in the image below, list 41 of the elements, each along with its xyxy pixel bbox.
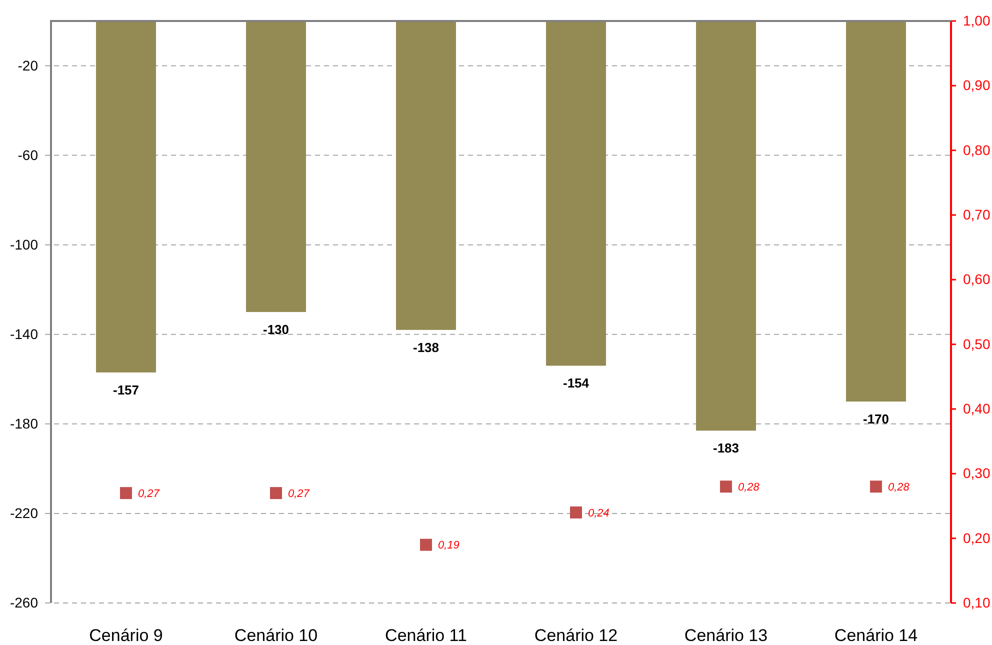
data-label: -130 — [262, 322, 290, 337]
data-label: 0,27 — [138, 488, 160, 500]
point — [570, 506, 582, 518]
y2-tick-label: 1,00 — [963, 12, 990, 28]
y2-tick-label: 0,70 — [963, 206, 990, 222]
x-tick-label: Cenário 10 — [234, 626, 318, 645]
y-tick-label: -140 — [10, 326, 38, 342]
point — [120, 487, 132, 500]
data-label: -154 — [562, 376, 590, 391]
y2-tick-label: 0,20 — [963, 530, 990, 546]
y2-tick-label: 0,90 — [963, 77, 990, 94]
data-label: -170 — [862, 412, 890, 427]
y2-tick-label: 0,60 — [963, 271, 990, 288]
data-label: 0,28 — [738, 481, 760, 494]
y2-tick-label: 0,80 — [963, 142, 990, 158]
point — [420, 538, 432, 551]
x-tick-label: Cenário 14 — [834, 626, 918, 645]
y-tick-label: -180 — [10, 415, 38, 432]
y2-tick-label: 0,30 — [963, 465, 990, 482]
x-tick-label: Cenário 12 — [534, 626, 618, 645]
data-label: -138 — [412, 340, 440, 355]
data-label: 0,19 — [438, 540, 460, 552]
y-tick-label: -220 — [10, 504, 38, 521]
y2-tick-label: 0,40 — [963, 400, 990, 416]
data-label: 0,24 — [588, 507, 610, 520]
data-label: -157 — [112, 382, 140, 398]
x-tick-label: Cenário 9 — [89, 626, 163, 645]
y2-tick-label: 0,50 — [963, 336, 990, 352]
data-label: -183 — [712, 440, 740, 456]
y-tick-label: -20 — [18, 57, 38, 74]
y-tick-label: -100 — [10, 236, 38, 252]
x-tick-label: Cenário 11 — [385, 626, 467, 645]
y2-tick-label: 0,10 — [963, 594, 990, 610]
point — [870, 480, 882, 493]
data-label: 0,28 — [888, 481, 910, 494]
point — [720, 480, 732, 493]
y-tick-label: -260 — [10, 594, 38, 610]
data-label: 0,27 — [288, 488, 310, 500]
y-tick-label: -60 — [18, 146, 38, 163]
x-tick-label: Cenário 13 — [684, 626, 768, 645]
point — [270, 487, 282, 500]
